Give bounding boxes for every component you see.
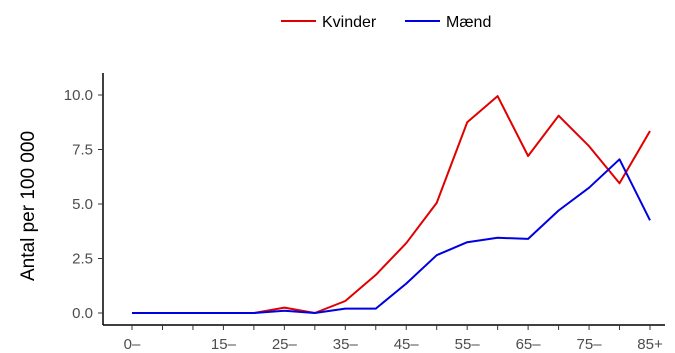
- y-axis-ticks: 0.0 2.5 5.0 7.5 10.0: [64, 87, 103, 322]
- series-line-kvinder: [132, 95, 651, 314]
- y-tick-label: 0.0: [72, 305, 93, 322]
- x-tick-label: 45–: [394, 336, 420, 353]
- y-tick-label: 7.5: [72, 142, 93, 159]
- x-tick-label: 0–: [124, 336, 141, 353]
- y-axis-title: Antal per 100 000: [18, 131, 39, 281]
- y-tick-label: 5.0: [72, 196, 93, 213]
- x-axis-ticks: 0– 15– 25– 35– 45– 55– 65– 75– 85+: [124, 325, 663, 353]
- series-lines: [132, 95, 651, 314]
- x-tick-label: 15–: [211, 336, 237, 353]
- legend-label-maend: Mænd: [446, 14, 491, 31]
- y-tick-label: 2.5: [72, 251, 93, 268]
- legend-item-maend: Mænd: [405, 14, 491, 31]
- series-line-maend: [132, 158, 651, 314]
- y-tick-label: 10.0: [64, 87, 93, 104]
- x-tick-label: 25–: [272, 336, 298, 353]
- legend-item-kvinder: Kvinder: [281, 14, 377, 31]
- x-tick-label: 65–: [516, 336, 542, 353]
- legend-label-kvinder: Kvinder: [322, 14, 377, 31]
- x-tick-label: 75–: [577, 336, 603, 353]
- x-tick-label: 35–: [333, 336, 359, 353]
- x-tick-label: 85+: [637, 336, 663, 353]
- x-tick-label: 55–: [455, 336, 481, 353]
- legend: Kvinder Mænd: [281, 14, 491, 31]
